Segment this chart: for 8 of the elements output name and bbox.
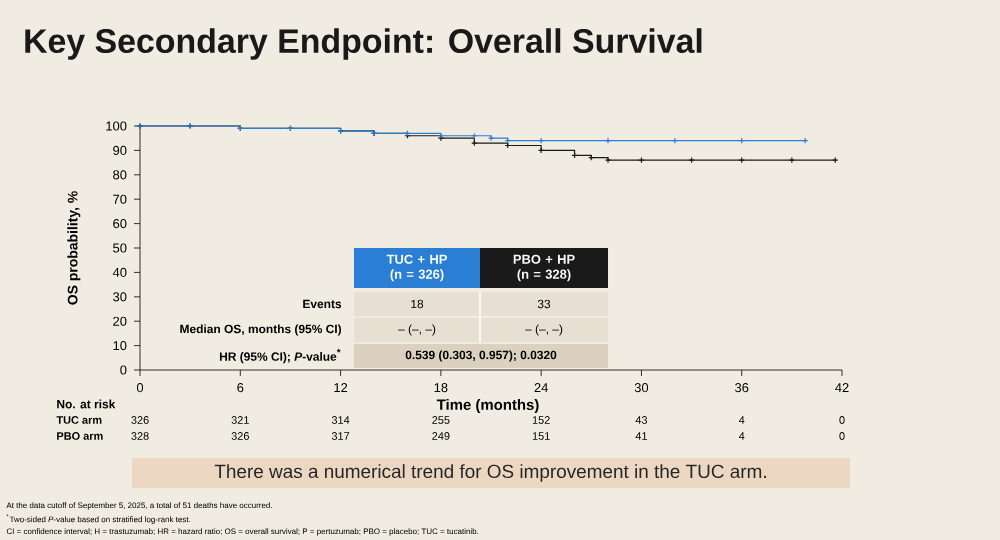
point [604, 137, 612, 144]
chart-title: Key Secondary Endpoint: Overall Survival [25, 28, 702, 60]
text: There was a numerical trend for OS improvement in the TUC arm. [214, 464, 766, 482]
point [604, 156, 612, 164]
point [471, 139, 478, 147]
point [487, 135, 495, 142]
point [788, 156, 796, 164]
point [671, 137, 679, 144]
